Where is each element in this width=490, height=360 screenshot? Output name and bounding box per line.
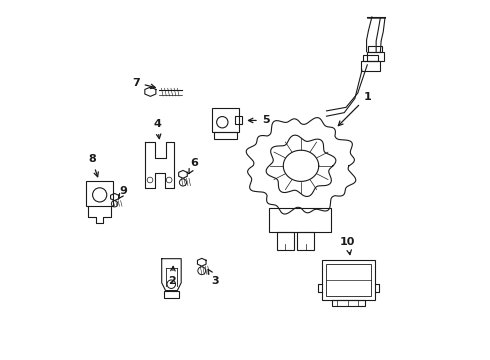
Bar bbox=[277, 233, 294, 250]
Bar bbox=[212, 108, 239, 132]
Text: 1: 1 bbox=[338, 92, 371, 126]
Bar bbox=[367, 52, 384, 61]
Text: 5: 5 bbox=[248, 116, 270, 125]
Bar bbox=[269, 208, 331, 233]
Bar bbox=[361, 61, 380, 71]
Bar bbox=[332, 300, 365, 306]
Bar bbox=[214, 132, 237, 139]
Bar bbox=[322, 260, 375, 300]
Bar bbox=[297, 233, 315, 250]
Bar bbox=[86, 181, 113, 206]
Text: 3: 3 bbox=[208, 269, 219, 286]
Bar bbox=[363, 55, 378, 61]
Text: 8: 8 bbox=[88, 154, 98, 177]
Text: 2: 2 bbox=[169, 266, 176, 286]
Text: 10: 10 bbox=[340, 237, 355, 255]
Bar bbox=[235, 116, 242, 124]
Text: 6: 6 bbox=[189, 158, 198, 174]
Bar bbox=[164, 291, 179, 298]
Bar bbox=[368, 46, 382, 52]
Text: 7: 7 bbox=[132, 77, 155, 89]
Text: 9: 9 bbox=[119, 186, 128, 199]
Bar bbox=[326, 264, 371, 296]
Text: 4: 4 bbox=[153, 119, 161, 139]
